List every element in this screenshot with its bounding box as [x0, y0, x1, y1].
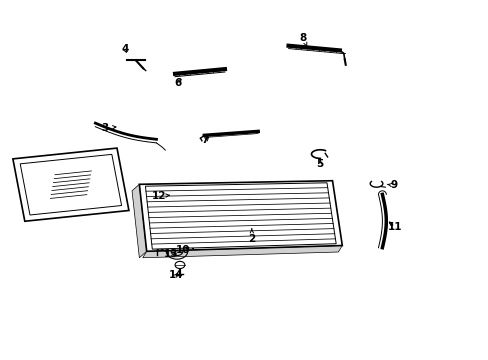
Text: 9: 9	[386, 180, 396, 190]
Text: 7: 7	[201, 135, 209, 145]
Polygon shape	[145, 183, 335, 249]
Text: 5: 5	[316, 159, 323, 169]
Text: 13: 13	[163, 249, 178, 259]
Text: 12: 12	[151, 191, 169, 201]
Polygon shape	[20, 154, 122, 215]
Text: 10: 10	[176, 245, 190, 255]
Text: 8: 8	[299, 33, 306, 46]
Polygon shape	[139, 181, 342, 251]
Polygon shape	[132, 184, 146, 258]
Text: 1: 1	[28, 177, 45, 187]
Text: 11: 11	[387, 222, 402, 232]
Text: 4: 4	[121, 44, 128, 54]
Polygon shape	[142, 246, 342, 258]
Text: 14: 14	[168, 270, 183, 280]
Text: 2: 2	[248, 229, 255, 244]
Text: 6: 6	[175, 78, 182, 88]
Polygon shape	[13, 148, 129, 221]
Text: 3: 3	[102, 123, 116, 133]
